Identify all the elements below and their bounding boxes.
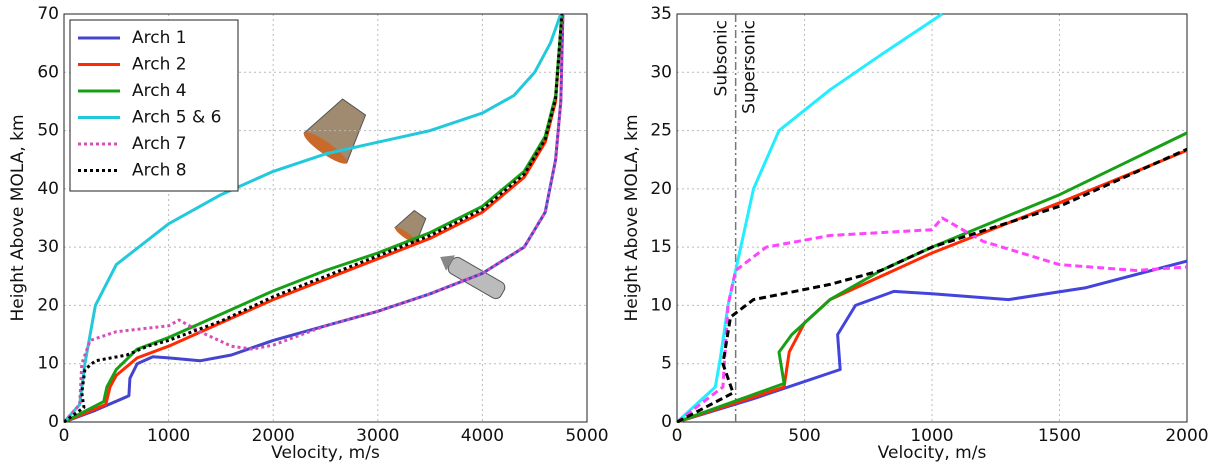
- y-tick-label: 0: [661, 412, 672, 432]
- panel: 0 500 1000 1500 2000 0 5 10 15 20 25 30 35 Velocity, …: [622, 4, 1209, 463]
- legend-label: Arch 8: [132, 161, 187, 181]
- y-tick-label: 5: [661, 354, 672, 374]
- legend-label: Arch 1: [132, 28, 187, 48]
- y-tick-label: 60: [37, 62, 59, 82]
- legend-label: Arch 4: [132, 81, 187, 101]
- y-tick-label: 20: [37, 295, 59, 315]
- capsule-icon: [303, 98, 367, 164]
- legend-box: [69, 19, 239, 192]
- y-tick-label: 0: [48, 412, 59, 432]
- y-axis-label: Height Above MOLA, km: [8, 114, 28, 321]
- series-line: [677, 259, 1187, 423]
- series-line: [677, 13, 944, 423]
- legend-label: Arch 2: [132, 55, 187, 75]
- y-tick-label: 30: [37, 237, 59, 257]
- x-axis-label: Velocity, m/s: [271, 443, 380, 463]
- x-tick-label: 4000: [461, 426, 504, 446]
- series-line: [677, 147, 1187, 423]
- legend-label: Arch 5 & 6: [132, 108, 221, 128]
- x-tick-label: 3000: [356, 426, 399, 446]
- x-tick-label: 2000: [252, 426, 295, 446]
- legend-label: Arch 7: [132, 134, 187, 154]
- y-tick-label: 50: [37, 121, 59, 141]
- lander-icon: [440, 255, 506, 300]
- annotation: Subsonic: [712, 20, 732, 96]
- y-tick-label: 35: [650, 4, 672, 24]
- series-line: [64, 13, 565, 423]
- y-tick-label: 70: [37, 4, 59, 24]
- plot-frame: [676, 13, 1188, 423]
- y-tick-label: 25: [650, 121, 672, 141]
- legend: Arch 1 Arch 2 Arch 4 Arch 5 & 6 Arch 7 Arch 8: [69, 19, 239, 192]
- series-line: [64, 13, 564, 423]
- series-line: [64, 13, 563, 423]
- x-tick-label: 500: [788, 426, 820, 446]
- y-tick-label: 10: [37, 354, 59, 374]
- y-tick-label: 15: [650, 237, 672, 257]
- x-tick-label: 0: [59, 426, 70, 446]
- annotation: Supersonic: [740, 20, 760, 114]
- series-line: [677, 131, 1187, 423]
- plot-frame: [63, 13, 588, 423]
- x-axis-label: Velocity, m/s: [878, 443, 987, 463]
- series-line: [677, 216, 1187, 423]
- y-axis-label: Height Above MOLA, km: [622, 114, 642, 321]
- panel: 0 1000 2000 3000 4000 5000 0 10 20 30 40 50 60 70 Velo…: [8, 4, 609, 463]
- x-tick-label: 1500: [1038, 426, 1081, 446]
- x-tick-label: 2000: [1165, 426, 1208, 446]
- x-tick-label: 1000: [910, 426, 953, 446]
- x-tick-label: 0: [672, 426, 683, 446]
- x-tick-label: 5000: [565, 426, 608, 446]
- y-tick-label: 10: [650, 295, 672, 315]
- y-tick-label: 40: [37, 179, 59, 199]
- y-tick-label: 20: [650, 179, 672, 199]
- x-tick-label: 1000: [147, 426, 190, 446]
- y-tick-label: 30: [650, 62, 672, 82]
- series-line: [64, 13, 565, 423]
